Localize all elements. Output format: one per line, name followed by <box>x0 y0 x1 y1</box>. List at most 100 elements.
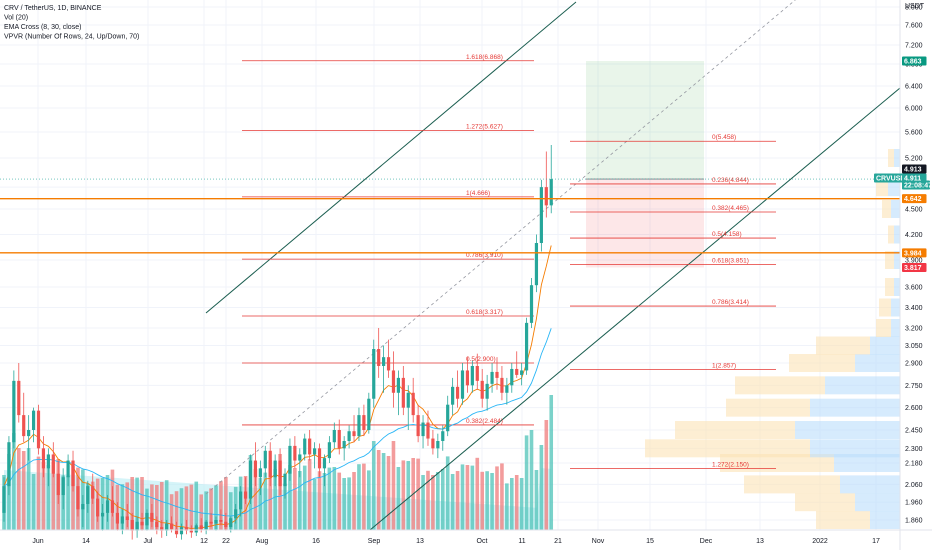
vpvr-row-up <box>855 354 900 372</box>
price-tick-label: 6.000 <box>905 106 923 113</box>
volume-bar <box>66 476 70 530</box>
volume-bar <box>145 488 149 530</box>
volume-bar <box>332 467 337 530</box>
candle-body <box>125 516 129 520</box>
vpvr-row-up <box>870 511 900 529</box>
fib-upper-label: 0.786(3.910) <box>466 252 503 259</box>
candle-body <box>56 473 60 496</box>
channel-mid-line <box>205 0 796 495</box>
volume-bar <box>189 484 194 530</box>
vpvr-row-down <box>816 511 870 529</box>
candle-body <box>470 365 474 386</box>
price-tag-bg <box>902 173 927 183</box>
time-tick-label: 22 <box>222 538 230 545</box>
vpvr-row-down <box>744 475 840 494</box>
candle-body <box>549 179 553 206</box>
candle-body <box>436 441 440 449</box>
candle-body <box>145 512 149 526</box>
candle-body <box>515 368 519 375</box>
candle-body <box>312 448 317 455</box>
volume-bar <box>258 478 263 530</box>
candle-body <box>36 410 41 449</box>
volume-bar <box>460 464 465 530</box>
channel-upper-line <box>205 1 577 314</box>
volume-bar <box>31 474 36 530</box>
candle-body <box>500 377 504 393</box>
horizontal-levels-layer <box>0 178 900 254</box>
candle-body <box>367 398 371 430</box>
candle-body <box>446 404 450 432</box>
candle-body <box>362 415 366 430</box>
volume-bar <box>426 470 430 530</box>
vpvr-row-down <box>720 454 834 472</box>
volume-bar <box>140 477 144 530</box>
vpvr-row-up <box>834 454 900 472</box>
candle-body <box>184 527 189 531</box>
price-tick-label: 3.200 <box>905 326 923 333</box>
volume-bar <box>406 461 411 530</box>
volume-bar <box>514 475 519 530</box>
time-tick-label: 12 <box>200 538 208 545</box>
candle-body <box>194 525 198 533</box>
volume-bar <box>302 465 307 530</box>
fib-lower-label: 0.5(4.158) <box>712 231 742 238</box>
candle-body <box>199 525 203 529</box>
volume-bar <box>357 464 361 530</box>
candle-body <box>278 460 282 487</box>
volume-bar <box>544 420 549 530</box>
volume-bar <box>228 492 233 530</box>
candle-body <box>209 521 213 524</box>
price-tag-label: 4.913 <box>904 167 922 174</box>
candle-body <box>179 527 184 535</box>
vpvr-row-up <box>825 376 900 395</box>
candle-body <box>253 460 258 478</box>
candle-body <box>465 370 470 386</box>
vpvr-row-up <box>840 475 900 494</box>
volume-bar <box>273 469 277 530</box>
price-tick-label: 2.450 <box>905 428 923 435</box>
candle-body <box>455 386 460 399</box>
volume-bar <box>367 470 371 530</box>
volume-bar <box>159 482 164 530</box>
candle-body <box>120 516 124 524</box>
candle-body <box>480 380 484 399</box>
price-tag-label: 22:08:47 <box>904 183 932 190</box>
vpvr-row-down <box>888 225 894 244</box>
vpvr-row-down <box>882 200 891 218</box>
volume-bar <box>298 471 302 530</box>
price-tag-bg <box>902 262 927 272</box>
legend-text: EMA Cross (8, 30, close) <box>4 24 81 31</box>
candle-body <box>170 523 174 529</box>
fib-lower-label: 1(2.857) <box>712 362 736 369</box>
legend-text: Vol (20) <box>4 15 28 22</box>
candle-body <box>396 377 400 393</box>
price-tick-label: 7.600 <box>905 23 923 30</box>
price-tag-label: 4.911 <box>904 176 921 183</box>
candle-body <box>214 520 218 524</box>
candle-body <box>61 477 65 496</box>
price-tick-label: 2.180 <box>905 461 923 468</box>
candle-body <box>431 438 435 449</box>
price-tick-label: 2.300 <box>905 446 923 453</box>
vpvr-row-down <box>876 319 891 337</box>
volume-bar <box>199 494 203 530</box>
candle-body <box>17 380 21 416</box>
candle-body <box>327 442 331 459</box>
vpvr-row-down <box>795 493 855 512</box>
candle-body <box>406 392 410 408</box>
vpvr-row-down <box>885 278 894 296</box>
candle-body <box>12 380 16 443</box>
volume-bar <box>376 450 381 530</box>
candle-body <box>386 357 391 371</box>
candle-body <box>421 422 425 437</box>
time-tick-label: Sep <box>368 538 381 545</box>
vpvr-row-up <box>870 336 900 355</box>
candle-body <box>101 512 105 517</box>
vpvr-row-up <box>894 251 900 269</box>
candle-body <box>317 448 322 469</box>
candle-body <box>204 521 208 529</box>
volume-bar <box>500 463 504 530</box>
candle-body <box>332 430 336 443</box>
position-tool-layer <box>586 61 704 268</box>
